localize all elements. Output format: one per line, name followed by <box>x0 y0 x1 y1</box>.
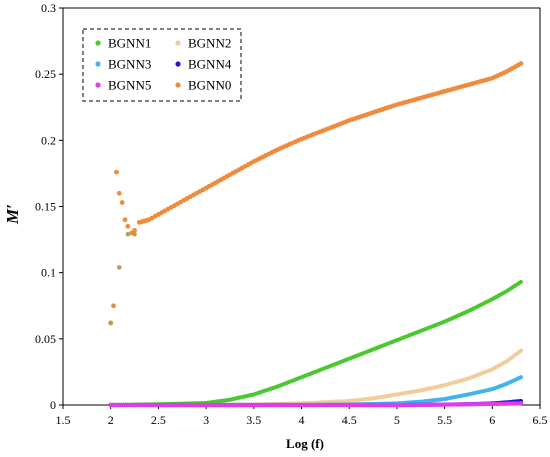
y-tick-label: 0.25 <box>35 67 56 81</box>
legend-item-bgnn5: BGNN5 <box>95 78 151 93</box>
data-point <box>132 227 137 233</box>
legend-box <box>82 28 242 102</box>
x-tick-label: 6 <box>489 413 495 427</box>
y-tick-label: 0.15 <box>35 200 56 214</box>
data-point <box>111 303 116 309</box>
x-tick-label: 6.5 <box>533 413 548 427</box>
legend-label: BGNN4 <box>188 57 232 72</box>
legend-marker <box>175 82 181 88</box>
series-bgnn1 <box>108 279 524 408</box>
legend-label: BGNN2 <box>188 36 231 51</box>
legend-label: BGNN3 <box>108 57 151 72</box>
data-point <box>119 200 125 205</box>
y-tick-label: 0.1 <box>41 266 56 280</box>
data-point <box>122 217 128 223</box>
x-tick-label: 3 <box>203 413 209 427</box>
legend-item-bgnn1: BGNN1 <box>95 36 151 51</box>
legend-marker <box>175 40 181 46</box>
x-tick-label: 5.5 <box>437 413 452 427</box>
series-layer <box>108 61 524 408</box>
overlap-markers <box>108 231 137 326</box>
series-bgnn2 <box>108 348 524 408</box>
x-axis: 1.5 2 2.5 3 3.5 4 4.5 5 5.5 6 6.5 <box>56 405 548 427</box>
x-tick-label: 3.5 <box>246 413 261 427</box>
x-axis-label: Log (f) <box>286 436 324 451</box>
x-tick-label: 5 <box>394 413 400 427</box>
x-tick-label: 4.5 <box>342 413 357 427</box>
legend-label: BGNN1 <box>108 36 151 51</box>
legend-marker <box>95 40 101 46</box>
legend-item-bgnn3: BGNN3 <box>95 57 151 72</box>
data-point <box>518 375 524 380</box>
series-bgnn0 <box>108 61 524 326</box>
data-point <box>518 279 524 285</box>
data-point <box>518 348 524 353</box>
legend-item-bgnn4: BGNN4 <box>175 57 232 72</box>
x-tick-label: 1.5 <box>56 413 71 427</box>
y-tick-label: 0.3 <box>41 1 56 15</box>
data-point <box>518 401 524 406</box>
legend-marker <box>175 61 181 67</box>
data-point <box>116 190 122 196</box>
data-point <box>116 265 122 270</box>
legend: BGNN1 BGNN2 BGNN3 BGNN4 BGNN5 BGNN0 <box>82 28 242 102</box>
legend-marker <box>95 61 101 67</box>
series-bgnn5 <box>108 401 524 408</box>
legend-label: BGNN0 <box>188 78 231 93</box>
y-axis: 0 0.05 0.1 0.15 0.2 0.25 0.3 <box>35 1 63 412</box>
x-tick-label: 2 <box>108 413 114 427</box>
legend-item-bgnn2: BGNN2 <box>175 36 231 51</box>
y-tick-label: 0.2 <box>41 133 56 147</box>
legend-label: BGNN5 <box>108 78 151 93</box>
data-point <box>114 169 119 175</box>
legend-item-bgnn0: BGNN0 <box>175 78 231 93</box>
data-point <box>518 61 524 66</box>
data-point <box>132 231 137 237</box>
y-tick-label: 0 <box>50 398 56 412</box>
x-tick-label: 4 <box>299 413 305 427</box>
x-tick-label: 2.5 <box>151 413 166 427</box>
data-point <box>108 320 113 326</box>
data-point <box>125 223 131 229</box>
legend-marker <box>95 82 101 88</box>
y-tick-label: 0.05 <box>35 332 56 346</box>
y-axis-label: M′ <box>3 204 22 225</box>
data-point <box>125 231 131 237</box>
